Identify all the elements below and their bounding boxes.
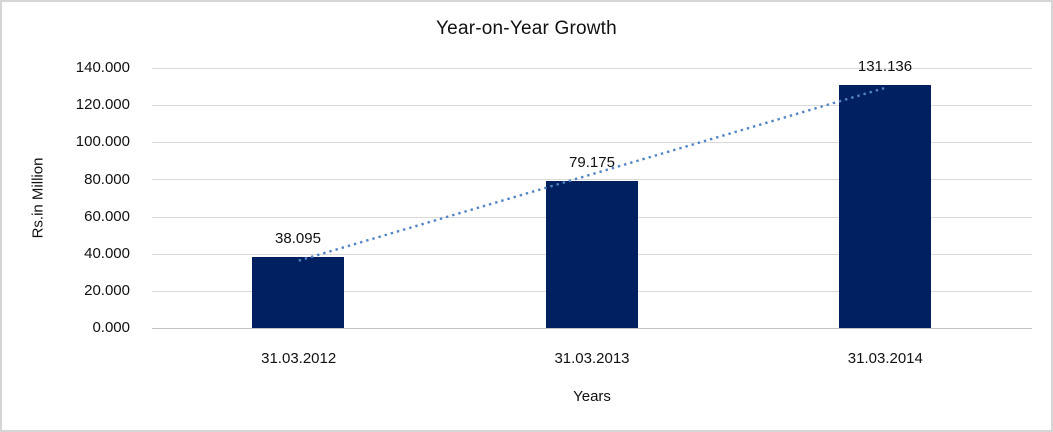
- data-label: 79.175: [569, 154, 615, 171]
- data-label: 131.136: [857, 57, 913, 75]
- bar-group: 131.136: [839, 57, 931, 328]
- bar-group: 79.175: [546, 154, 638, 328]
- chart-title: Year-on-Year Growth: [436, 18, 617, 39]
- plot-area: 38.095 79.175 131.136: [152, 58, 1032, 329]
- y-tick-label: 20.000: [84, 282, 130, 299]
- x-axis-title: Years: [573, 388, 611, 405]
- y-tick-label: 140.000: [75, 59, 130, 76]
- bar-group: 38.095: [252, 230, 344, 328]
- y-tick-label: 100.000: [75, 133, 130, 150]
- x-axis-tick-labels: 31.03.2012 31.03.2013 31.03.2014: [152, 350, 1032, 367]
- x-tick-label: 31.03.2014: [847, 350, 923, 367]
- y-tick-label: 0.000: [92, 319, 130, 336]
- bar: [252, 257, 344, 328]
- bar: [839, 84, 931, 328]
- x-tick-label: 31.03.2013: [554, 350, 630, 367]
- data-label: 38.095: [275, 230, 321, 248]
- x-tick-label: 31.03.2012: [261, 350, 337, 367]
- y-tick-label: 40.000: [84, 245, 130, 262]
- y-tick-label: 80.000: [84, 171, 130, 188]
- y-tick-label: 60.000: [84, 208, 130, 225]
- y-tick-label: 120.000: [75, 96, 130, 113]
- y-axis-tick-labels: 140.000 120.000 100.000 80.000 60.000 40…: [2, 59, 140, 336]
- bar: [546, 181, 638, 328]
- gridline: [152, 68, 1032, 69]
